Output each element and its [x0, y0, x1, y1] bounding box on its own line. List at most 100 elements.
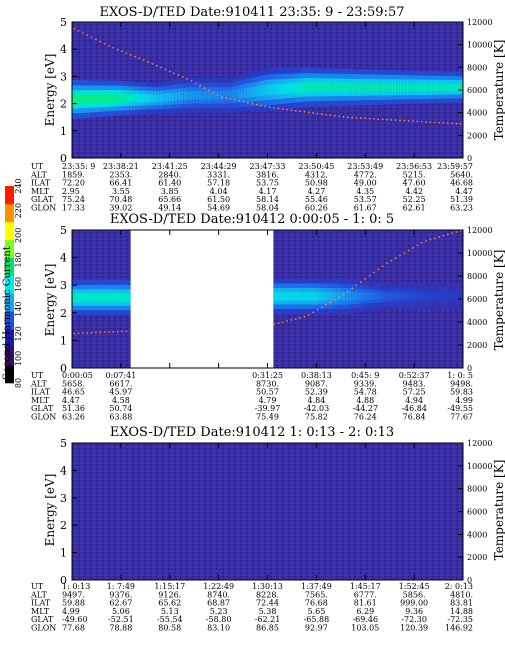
band-cell: [72, 94, 76, 105]
orbit-value: 4.79: [259, 396, 277, 405]
y2-tick-label: 2000: [467, 341, 487, 350]
temperature-point: [121, 50, 123, 53]
band-cell: [372, 82, 377, 92]
colorbar-swatch: [5, 329, 14, 348]
temperature-point: [90, 331, 93, 334]
orbit-value: 4.94: [405, 396, 423, 405]
band-cell: [309, 82, 314, 93]
band-cell: [321, 291, 326, 301]
orbit-value: 1:52:45: [399, 582, 430, 591]
band-cell: [375, 292, 380, 300]
orbit-value: -52.51: [108, 615, 134, 624]
band-cell: [123, 293, 127, 303]
colorbar-swatch: [5, 293, 14, 312]
y2-tick-label: 6000: [467, 86, 487, 95]
temperature-point: [125, 330, 128, 333]
temperature-point: [260, 104, 262, 107]
temperature-point: [360, 117, 362, 119]
band-cell: [414, 83, 419, 92]
temperature-point: [364, 117, 367, 120]
band-cell: [456, 292, 461, 300]
temperature-point: [390, 118, 393, 121]
orbit-value: 63.88: [109, 413, 132, 422]
band-cell: [336, 291, 341, 301]
band-cell: [288, 83, 292, 94]
orbit-value: 62.67: [109, 599, 132, 608]
band-cell: [213, 91, 217, 100]
band-cell: [408, 292, 413, 300]
band-cell: [81, 94, 85, 104]
panel-2-y2label: Temperature [K]: [492, 250, 505, 351]
y-tick-label: 2: [60, 98, 67, 111]
orbit-value: 4.04: [210, 187, 228, 196]
band-cell: [99, 94, 103, 104]
band-cell: [459, 292, 464, 300]
band-cell: [315, 291, 320, 301]
temperature-point: [103, 331, 106, 334]
temperature-point: [229, 98, 232, 100]
band-cell: [369, 82, 374, 92]
band-cell: [168, 93, 172, 102]
orbit-value: 49.14: [158, 204, 181, 213]
band-cell: [108, 93, 112, 103]
temperature-point: [338, 115, 341, 118]
temperature-point: [325, 113, 328, 116]
temperature-point: [203, 87, 206, 89]
temperature-point: [377, 268, 380, 271]
temperature-point: [281, 108, 284, 110]
orbit-value: 75.49: [256, 413, 279, 422]
temperature-point: [112, 46, 115, 49]
temperature-point: [294, 317, 297, 320]
colorbar-swatch: [5, 186, 14, 205]
y2-tick-label: 2000: [467, 131, 487, 140]
temperature-point: [386, 262, 388, 265]
temperature-point: [446, 122, 449, 125]
temperature-point: [242, 100, 245, 103]
band-cell: [426, 83, 431, 92]
band-cell: [450, 292, 455, 300]
temperature-point: [277, 322, 280, 324]
band-cell: [264, 84, 268, 96]
colorbar-tick-label: 80: [14, 378, 23, 388]
temperature-point: [407, 119, 410, 122]
orbit-value: 4.99: [62, 607, 80, 616]
band-cell: [366, 82, 371, 92]
band-cell: [189, 91, 193, 100]
orbit-value: 14.88: [450, 607, 473, 616]
spectrogram-background: [72, 443, 463, 580]
orbit-value: 0:07:41: [105, 371, 136, 380]
orbit-value: 92.97: [305, 624, 328, 633]
band-cell: [417, 292, 422, 300]
band-cell: [324, 291, 329, 301]
orbit-value: 1859.: [62, 170, 85, 179]
orbit-value: 23:53:49: [347, 162, 383, 171]
temperature-point: [251, 102, 254, 105]
orbit-value: 60.26: [305, 204, 328, 213]
orbit-value: 23:56:53: [396, 162, 432, 171]
orbit-value: 72.44: [256, 599, 279, 608]
temperature-point: [173, 72, 175, 75]
band-cell: [87, 293, 91, 303]
band-cell: [297, 82, 301, 93]
panel-1: EXOS-D/TED Date:910411 23:35: 9 - 23:59:…: [30, 5, 505, 213]
orbit-value: 23:59:57: [437, 162, 473, 171]
orbit-value: -39.97: [255, 404, 281, 413]
orbit-value: -58.80: [206, 615, 232, 624]
orbit-value: 54.69: [207, 204, 230, 213]
temperature-point: [346, 116, 349, 119]
temperature-point: [294, 109, 297, 112]
orbit-value: 53.75: [256, 179, 279, 188]
band-cell: [225, 91, 229, 100]
temperature-point: [94, 331, 97, 334]
band-cell: [285, 83, 289, 94]
temperature-point: [307, 111, 310, 114]
orbit-value: 72.20: [62, 179, 85, 188]
orbit-value: 6777.: [354, 590, 377, 599]
y-tick-label: 5: [60, 224, 67, 237]
orbit-value: 23:50:45: [298, 162, 334, 171]
band-cell: [111, 93, 115, 103]
band-cell: [381, 292, 386, 300]
orbit-row-label: GLAT: [31, 195, 54, 204]
temperature-point: [86, 34, 89, 37]
temperature-point: [234, 99, 236, 101]
